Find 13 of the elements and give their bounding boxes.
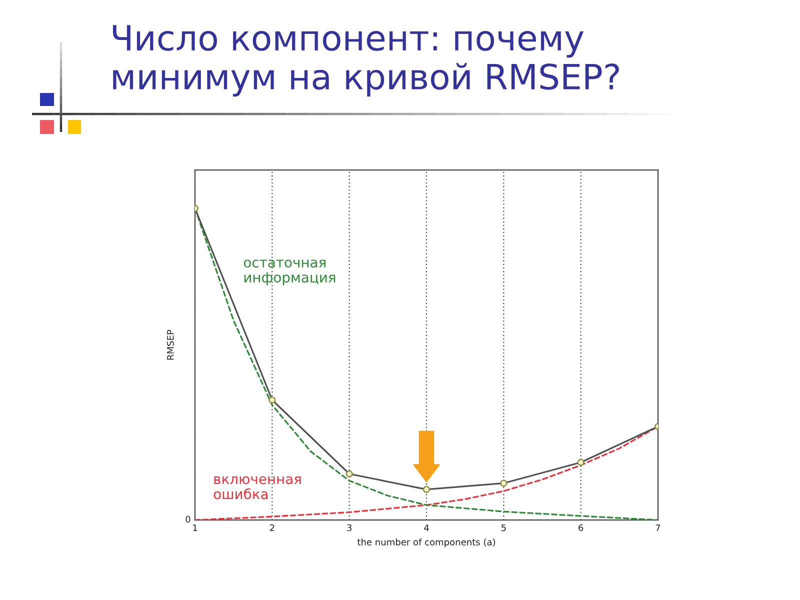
x-axis-title: the number of components (a): [357, 538, 496, 548]
x-tick-label: 6: [578, 524, 584, 532]
series-label: включенная ошибка: [214, 476, 301, 500]
chart-title: Число компонент: почему минимум на кривой RMSEP?: [112, 25, 619, 96]
x-tick-label: 5: [501, 524, 506, 532]
x-tick-label: 2: [270, 524, 274, 532]
text: 0: [186, 516, 190, 523]
series-label: остаточная информация: [244, 260, 336, 286]
x-tick-label: 7: [656, 524, 660, 532]
x-tick-label: 1: [193, 524, 198, 532]
y-axis-title: RMSEP: [166, 330, 174, 360]
x-tick-label: 3: [347, 524, 352, 532]
x-tick-label: 4: [424, 524, 429, 532]
